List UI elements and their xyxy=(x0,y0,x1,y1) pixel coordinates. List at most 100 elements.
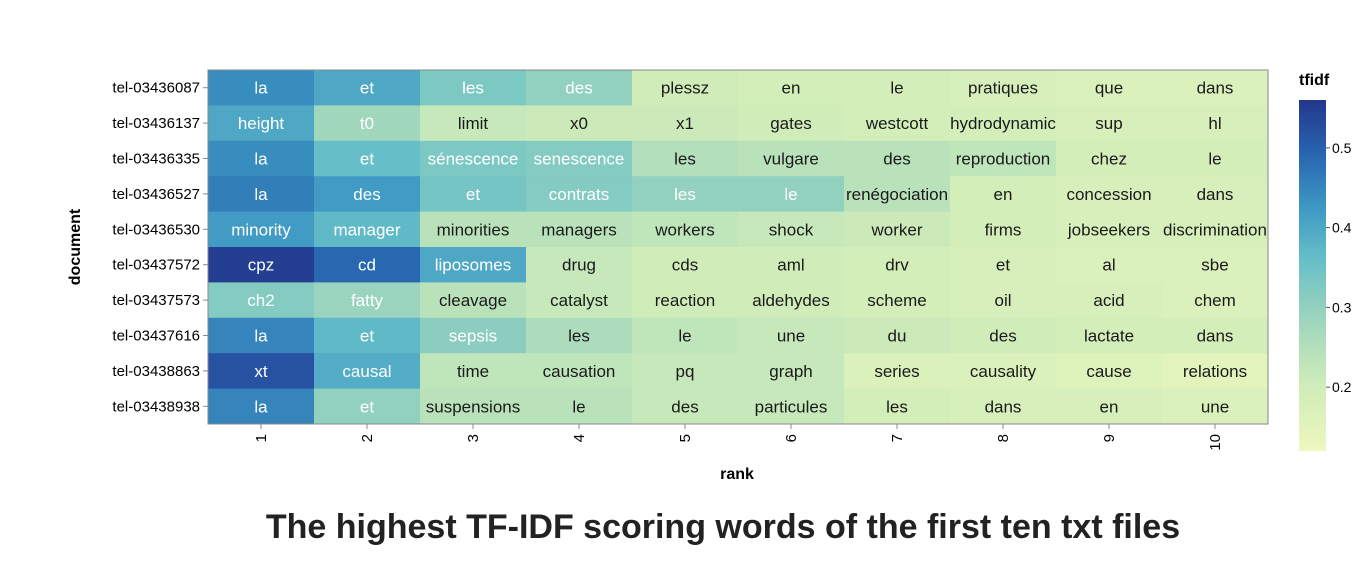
heatmap-cell-label: aml xyxy=(777,256,804,275)
heatmap-cell-label: concession xyxy=(1066,185,1151,204)
heatmap-cell xyxy=(950,353,1057,390)
heatmap-cell xyxy=(1056,105,1163,142)
heatmap-cell xyxy=(314,70,421,106)
heatmap-cell xyxy=(208,176,315,213)
heatmap-cell-label: causation xyxy=(543,362,616,381)
heatmap-cell-label: des xyxy=(353,185,380,204)
heatmap-cell-label: sénescence xyxy=(428,150,519,169)
legend-ticks: 0.2 0.3 0.4 0.5 xyxy=(1326,140,1352,395)
heatmap-cell xyxy=(314,211,421,248)
heatmap-cell-label: le xyxy=(678,327,691,346)
heatmap-cell-label: senescence xyxy=(534,150,625,169)
heatmap-cell xyxy=(632,105,739,142)
heatmap-cell xyxy=(950,140,1057,177)
heatmap-cell-label: une xyxy=(1201,397,1229,416)
heatmap-cell xyxy=(526,140,633,177)
x-tick-label: 10 xyxy=(1207,434,1224,451)
heatmap-cell xyxy=(950,176,1057,213)
heatmap-cell-label: et xyxy=(360,150,374,169)
heatmap-cell-label: une xyxy=(777,327,805,346)
heatmap-cell-label: chem xyxy=(1194,291,1236,310)
heatmap-cell xyxy=(526,211,633,248)
heatmap-cell xyxy=(1056,282,1163,319)
heatmap-cell xyxy=(1056,247,1163,283)
heatmap-cell-label: renégociation xyxy=(846,185,948,204)
heatmap-cell xyxy=(420,211,527,248)
heatmap-cell xyxy=(632,176,739,213)
heatmap-cell xyxy=(208,140,315,177)
heatmap-cell-label: plessz xyxy=(661,79,709,98)
heatmap-cell xyxy=(526,105,633,142)
heatmap-cell xyxy=(208,105,315,142)
heatmap-cell xyxy=(1162,70,1269,106)
heatmap-cell-label: dans xyxy=(1197,185,1234,204)
legend-tick-label: 0.4 xyxy=(1332,220,1352,236)
heatmap-cell-label: des xyxy=(565,79,592,98)
x-tick-label: 3 xyxy=(465,434,482,442)
heatmap-cell xyxy=(420,353,527,390)
heatmap-cell-label: la xyxy=(254,150,268,169)
legend-tick-label: 0.2 xyxy=(1332,379,1352,395)
heatmap-cell-label: hydrodynamic xyxy=(950,114,1056,133)
heatmap-cell xyxy=(632,247,739,283)
x-tick-label: 7 xyxy=(889,434,906,442)
heatmap-cell xyxy=(844,353,951,390)
heatmap-cell xyxy=(950,70,1057,106)
heatmap-cell xyxy=(950,388,1057,425)
heatmap-cell-label: et xyxy=(996,256,1010,275)
heatmap-cell-label: particules xyxy=(755,397,828,416)
heatmap-cell xyxy=(208,247,315,283)
heatmap-cell xyxy=(1056,317,1163,354)
y-tick-label: tel-03437573 xyxy=(112,292,200,309)
heatmap-cell xyxy=(1162,353,1269,390)
heatmap-cell-label: et xyxy=(466,185,480,204)
heatmap-cell-label: dans xyxy=(985,397,1022,416)
legend-tick-label: 0.5 xyxy=(1332,140,1352,156)
heatmap-cell xyxy=(1056,353,1163,390)
heatmap-cell xyxy=(844,176,951,213)
heatmap-cell-label: la xyxy=(254,397,268,416)
heatmap-cell xyxy=(844,105,951,142)
x-tick-label: 6 xyxy=(783,434,800,442)
heatmap-cell xyxy=(208,282,315,319)
heatmap-cell-label: series xyxy=(874,362,919,381)
heatmap-cell xyxy=(526,282,633,319)
heatmap-cell-label: liposomes xyxy=(435,256,512,275)
heatmap-cell-label: limit xyxy=(458,114,488,133)
heatmap-cell xyxy=(632,353,739,390)
legend-color-bar xyxy=(1299,100,1326,451)
heatmap-cell xyxy=(844,317,951,354)
x-tick-label: 8 xyxy=(995,434,1012,442)
heatmap-cell xyxy=(738,176,845,213)
heatmap-cell xyxy=(844,388,951,425)
heatmap-cell xyxy=(738,105,845,142)
heatmap-cell xyxy=(526,388,633,425)
color-legend: tfidf 0.2 0.3 0.4 0.5 xyxy=(1299,72,1352,451)
heatmap-cell-label: worker xyxy=(870,220,922,239)
heatmap-cells xyxy=(207,69,1269,425)
heatmap-cell xyxy=(950,211,1057,248)
chart-caption: The highest TF-IDF scoring words of the … xyxy=(265,508,1181,546)
heatmap-cell-label: les xyxy=(674,185,696,204)
heatmap-cell-label: fatty xyxy=(351,291,384,310)
heatmap-cell-label: aldehydes xyxy=(752,291,830,310)
legend-tick-label: 0.3 xyxy=(1332,299,1352,315)
x-axis: 1 2 3 4 5 6 7 8 9 10 xyxy=(208,423,1268,451)
heatmap-cell-label: height xyxy=(238,114,285,133)
heatmap-cell xyxy=(632,282,739,319)
heatmap-cell-label: le xyxy=(784,185,797,204)
y-tick-label: tel-03438863 xyxy=(112,363,200,380)
heatmap-cell xyxy=(844,247,951,283)
heatmap-cell-label: sbe xyxy=(1201,256,1228,275)
heatmap-cell xyxy=(738,140,845,177)
heatmap-cell-label: la xyxy=(254,185,268,204)
heatmap-cell xyxy=(314,353,421,390)
heatmap-cell xyxy=(738,388,845,425)
heatmap-cell-label: la xyxy=(254,79,268,98)
heatmap-cell-label: workers xyxy=(654,220,715,239)
heatmap-cell xyxy=(950,247,1057,283)
heatmap-cell xyxy=(844,282,951,319)
heatmap-cell-label: x1 xyxy=(676,114,694,133)
heatmap-cell-label: xt xyxy=(254,362,268,381)
heatmap-cell xyxy=(1056,211,1163,248)
